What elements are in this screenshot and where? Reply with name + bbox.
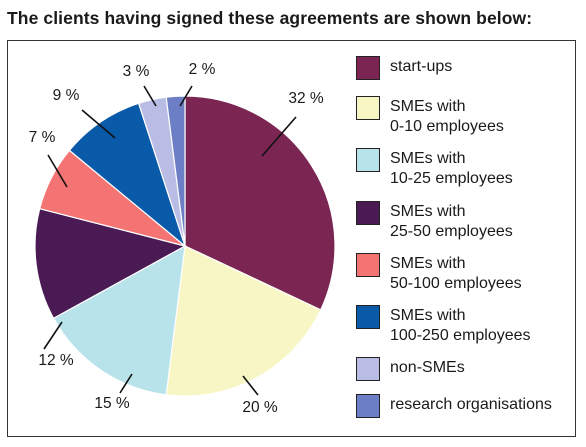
leader-line-7 bbox=[179, 85, 193, 107]
leader-line-3 bbox=[43, 321, 63, 350]
leader-line-6 bbox=[143, 85, 157, 107]
leader-line-0 bbox=[261, 116, 297, 157]
value-label-0: 32 % bbox=[288, 90, 324, 107]
legend-swatch-0 bbox=[356, 56, 380, 80]
leader-line-5 bbox=[81, 109, 116, 139]
pie-slice-1 bbox=[165, 245, 322, 397]
legend-swatch-6 bbox=[356, 357, 380, 381]
value-label-2: 15 % bbox=[94, 395, 130, 412]
value-label-4: 7 % bbox=[29, 129, 56, 146]
leader-line-1 bbox=[242, 375, 259, 396]
legend-label-4: SMEs with 50-100 employees bbox=[390, 255, 522, 292]
legend-item-6: non-SMEs bbox=[356, 357, 465, 381]
legend-label-7: research organisations bbox=[390, 396, 552, 413]
chart-title: The clients having signed these agreemen… bbox=[7, 8, 533, 28]
legend-label-2: SMEs with 10-25 employees bbox=[390, 150, 513, 187]
legend-item-2: SMEs with 10-25 employees bbox=[356, 148, 513, 189]
legend-item-0: start-ups bbox=[356, 56, 452, 80]
legend-label-3: SMEs with 25-50 employees bbox=[390, 203, 513, 240]
legend-swatch-7 bbox=[356, 394, 380, 418]
pie-slice-5 bbox=[68, 102, 187, 248]
legend-item-5: SMEs with 100-250 employees bbox=[356, 305, 531, 346]
legend-label-5: SMEs with 100-250 employees bbox=[390, 307, 531, 344]
legend-swatch-2 bbox=[356, 148, 380, 172]
legend-swatch-3 bbox=[356, 201, 380, 225]
value-label-5: 9 % bbox=[53, 87, 80, 104]
leader-line-2 bbox=[119, 373, 133, 394]
legend-item-7: research organisations bbox=[356, 394, 552, 418]
legend-item-3: SMEs with 25-50 employees bbox=[356, 201, 513, 242]
value-label-6: 3 % bbox=[123, 63, 150, 80]
value-label-3: 12 % bbox=[38, 352, 74, 369]
legend-label-0: start-ups bbox=[390, 58, 453, 75]
legend-label-1: SMEs with 0-10 employees bbox=[390, 98, 504, 135]
legend-item-1: SMEs with 0-10 employees bbox=[356, 96, 504, 137]
pie-slice-7 bbox=[165, 95, 186, 247]
chart-frame bbox=[7, 40, 576, 437]
legend-label-6: non-SMEs bbox=[390, 359, 465, 376]
pie-slice-3 bbox=[34, 207, 187, 320]
legend-swatch-4 bbox=[356, 253, 380, 277]
legend-swatch-5 bbox=[356, 305, 380, 329]
value-label-1: 20 % bbox=[242, 399, 278, 416]
legend-swatch-1 bbox=[356, 96, 380, 120]
value-label-7: 2 % bbox=[189, 61, 216, 78]
leader-line-4 bbox=[47, 154, 68, 188]
pie-slice-0 bbox=[184, 95, 336, 311]
legend-item-4: SMEs with 50-100 employees bbox=[356, 253, 522, 294]
